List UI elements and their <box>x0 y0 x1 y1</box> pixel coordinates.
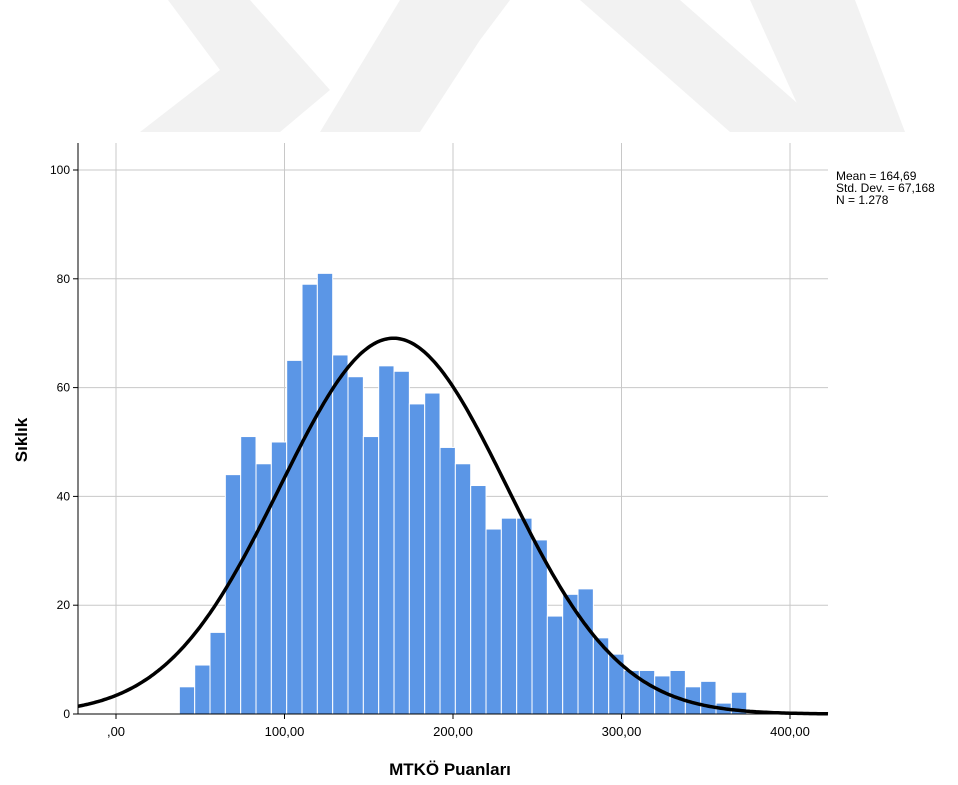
histogram-bar <box>393 370 410 715</box>
watermark-shape <box>750 0 905 132</box>
stats-box: Mean = 164,69 Std. Dev. = 67,168 N = 1.2… <box>836 170 935 206</box>
histogram-bar <box>255 463 272 715</box>
y-tick-label: 20 <box>57 598 71 612</box>
histogram-bar <box>224 474 242 715</box>
histogram-bar <box>286 359 303 715</box>
watermark-shape <box>320 0 510 132</box>
histogram-bar <box>316 272 334 715</box>
x-tick-label: 200,00 <box>433 724 473 739</box>
histogram-bar <box>408 403 426 715</box>
y-tick-label: 0 <box>63 707 70 721</box>
histogram-bar <box>700 680 717 715</box>
histogram-bar <box>270 441 288 715</box>
grid <box>78 143 828 714</box>
histogram-bar <box>301 283 318 715</box>
y-tick-label: 60 <box>57 381 71 395</box>
watermark <box>140 0 905 132</box>
histogram-bar <box>424 392 441 715</box>
bars <box>178 272 748 715</box>
y-tick-label: 100 <box>50 163 70 177</box>
x-tick-label: ,00 <box>107 724 125 739</box>
x-axis-label: MTKÖ Puanları <box>389 760 511 779</box>
histogram-bar <box>470 485 487 715</box>
histogram-bar <box>347 376 364 715</box>
histogram-bar <box>178 686 196 715</box>
histogram-bar <box>362 436 380 715</box>
y-tick-labels: 0 20 40 60 80 100 <box>50 163 78 721</box>
stat-sd: Std. Dev. = 67,168 <box>836 181 935 195</box>
histogram-bar <box>516 517 533 715</box>
x-tick-label: 400,00 <box>770 724 810 739</box>
histogram-bar <box>669 669 686 715</box>
histogram-bar <box>378 365 395 715</box>
y-tick-label: 40 <box>57 489 71 503</box>
histogram-bar <box>194 664 211 715</box>
x-tick-labels: ,00 100,00 200,00 300,00 400,00 <box>107 714 810 739</box>
y-tick-label: 80 <box>57 272 71 286</box>
histogram-bar <box>209 631 226 715</box>
histogram-bar <box>439 446 456 715</box>
histogram-bar <box>531 539 548 715</box>
histogram-bar <box>638 669 656 715</box>
histogram-bar <box>546 615 564 715</box>
stat-mean: Mean = 164,69 <box>836 169 917 183</box>
x-tick-label: 100,00 <box>265 724 305 739</box>
normal-curve <box>77 336 829 716</box>
histogram-bar <box>500 517 518 715</box>
watermark-shape <box>140 0 330 132</box>
histogram-bar <box>332 354 349 715</box>
histogram-bar <box>577 588 594 715</box>
x-tick-label: 300,00 <box>602 724 642 739</box>
watermark-shape <box>580 0 830 132</box>
histogram-bar <box>454 463 472 715</box>
histogram-bar <box>240 436 257 715</box>
y-axis-label: Sıklık <box>12 417 31 463</box>
stat-n: N = 1.278 <box>836 193 889 207</box>
histogram-bar <box>485 528 502 715</box>
